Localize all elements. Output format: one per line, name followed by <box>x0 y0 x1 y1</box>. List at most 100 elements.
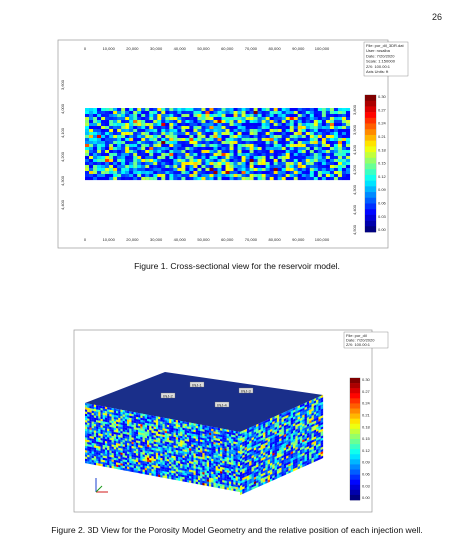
cell <box>277 177 282 181</box>
cell <box>225 156 230 160</box>
cell <box>209 150 214 154</box>
cell <box>211 435 214 438</box>
cell <box>142 471 145 475</box>
cell <box>149 430 152 433</box>
cell <box>157 138 162 142</box>
cell <box>225 138 230 142</box>
cell <box>235 463 238 466</box>
cell <box>135 418 139 422</box>
cell <box>281 147 286 151</box>
cell <box>131 448 134 451</box>
cell <box>182 476 185 480</box>
cell <box>317 138 322 142</box>
cell <box>175 456 179 460</box>
cell <box>173 138 178 142</box>
cell <box>325 126 330 130</box>
cell <box>189 174 194 178</box>
cell <box>149 144 154 148</box>
cell <box>220 464 223 468</box>
cell <box>329 141 335 145</box>
cell <box>237 442 241 445</box>
cell <box>329 138 335 142</box>
cell <box>206 477 210 480</box>
cell <box>113 144 118 148</box>
colorbar-swatch <box>350 398 360 404</box>
cell <box>202 459 205 462</box>
cell <box>301 168 306 172</box>
cell <box>129 449 132 453</box>
cell <box>283 472 287 476</box>
cell <box>171 423 174 427</box>
cell <box>321 126 326 130</box>
cell <box>138 427 141 431</box>
cell <box>178 452 181 456</box>
cell <box>133 174 138 178</box>
cell <box>129 114 134 118</box>
cell <box>305 174 310 178</box>
cell <box>185 126 190 130</box>
cell <box>297 174 302 178</box>
info-line: Z/X: 100.00:1 <box>346 342 371 347</box>
cell <box>178 463 181 466</box>
cell <box>201 165 206 169</box>
cell <box>158 423 161 426</box>
cell <box>120 413 123 417</box>
cell <box>217 449 221 452</box>
cell <box>131 439 134 443</box>
cell <box>111 431 114 435</box>
cell <box>193 120 198 124</box>
cell <box>204 451 207 454</box>
cell <box>145 111 150 115</box>
cell <box>129 460 132 464</box>
cell <box>137 168 142 172</box>
cell <box>109 426 112 430</box>
cell <box>98 437 101 441</box>
cell <box>166 424 170 428</box>
cell <box>197 456 201 459</box>
cell <box>206 442 210 446</box>
cell <box>120 461 123 464</box>
cell <box>329 117 335 121</box>
cell <box>313 141 318 145</box>
cell <box>129 123 134 127</box>
cell <box>221 174 226 178</box>
cell <box>345 144 351 148</box>
cell <box>171 462 174 465</box>
cell <box>245 123 250 127</box>
cell <box>129 464 132 468</box>
cell <box>178 437 181 441</box>
cell <box>197 126 202 130</box>
cell <box>155 420 159 424</box>
cell <box>229 117 234 121</box>
cell <box>237 433 241 437</box>
cell <box>109 147 114 151</box>
cell <box>151 430 154 434</box>
cell <box>261 168 266 172</box>
cell <box>309 460 312 465</box>
cell <box>229 144 234 148</box>
cell <box>249 144 254 148</box>
colorbar-swatch <box>350 378 360 384</box>
cell <box>229 135 234 139</box>
cell <box>197 443 201 447</box>
cell <box>151 447 154 451</box>
cell <box>116 423 119 427</box>
cell <box>117 126 122 130</box>
cell <box>137 156 142 160</box>
cell <box>289 123 294 127</box>
cell <box>142 465 145 468</box>
cell <box>96 417 99 421</box>
cell <box>131 465 134 468</box>
cell <box>141 120 146 124</box>
colorbar-swatch <box>350 433 360 440</box>
cell <box>153 432 156 436</box>
cell <box>226 448 230 452</box>
cell <box>144 450 148 454</box>
cell <box>169 427 172 430</box>
cell <box>220 449 223 453</box>
cell <box>245 108 250 112</box>
cell <box>301 135 306 139</box>
cell <box>253 150 258 154</box>
cell <box>102 442 106 446</box>
cell <box>225 129 230 133</box>
